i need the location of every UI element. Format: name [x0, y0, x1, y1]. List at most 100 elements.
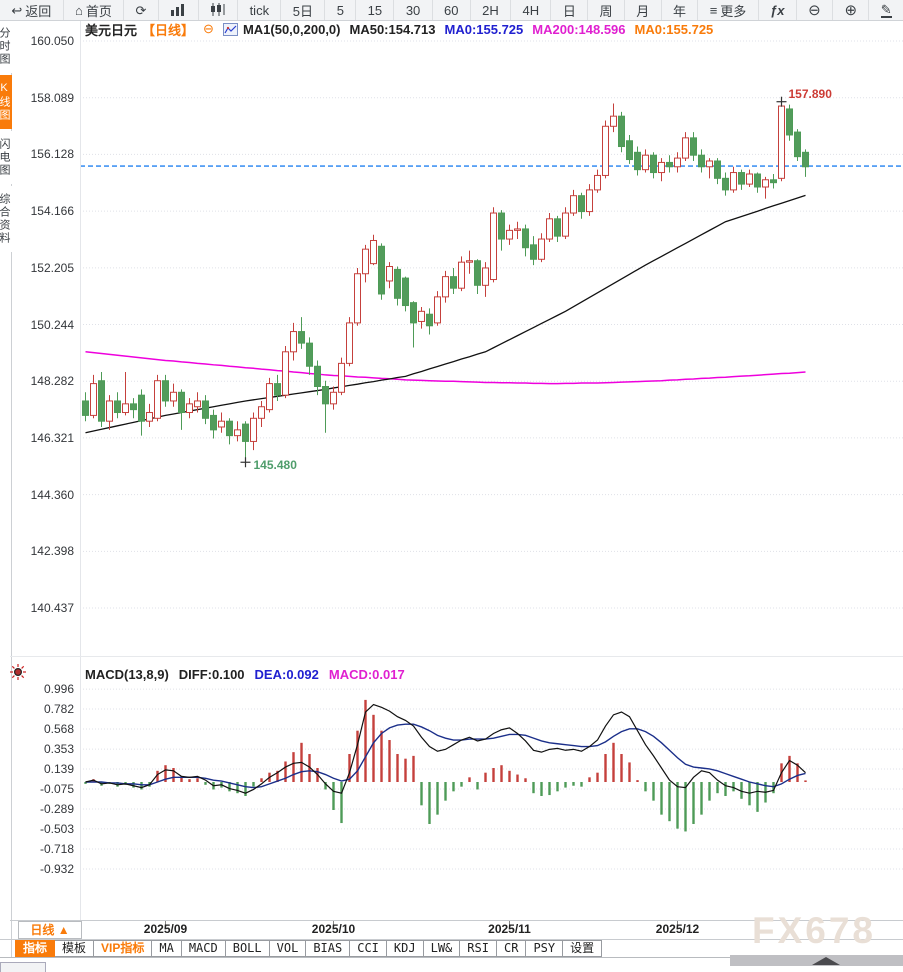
main-y-tick: 146.321	[30, 430, 74, 445]
sidebar-divider	[11, 20, 12, 958]
toolbar-item-label: 5	[336, 2, 344, 18]
period-week-button[interactable]: 周	[588, 0, 625, 20]
sun-icon[interactable]	[9, 663, 27, 681]
zoom-out-button[interactable]: ⊖	[797, 0, 834, 20]
pencil-icon: ✎	[880, 1, 892, 18]
period-4h-button[interactable]: 4H	[511, 0, 552, 20]
tab-settings[interactable]: 设置	[563, 940, 603, 957]
zoom-out-icon: ⊖	[808, 1, 821, 19]
tab-lw[interactable]: LW&	[423, 940, 461, 957]
toolbar-item-label: 5日	[292, 3, 313, 19]
tab-rsi[interactable]: RSI	[460, 940, 497, 957]
period-tick-button[interactable]: tick	[238, 0, 282, 20]
macd-dea-value: DEA:0.092	[254, 667, 319, 682]
toolbar-item-label: 30	[405, 2, 421, 18]
main-y-tick: 140.437	[30, 601, 74, 616]
tab-timeshare[interactable]: 分时图	[0, 20, 12, 73]
macd-y-tick: -0.503	[39, 821, 74, 836]
tab-boll[interactable]: BOLL	[225, 940, 270, 957]
macd-title: MACD(13,8,9)	[85, 667, 169, 682]
macd-y-tick: -0.718	[39, 841, 74, 856]
macd-y-tick: 0.782	[43, 702, 74, 717]
period-15m-button[interactable]: 15	[356, 0, 395, 20]
home-button[interactable]: ⌂ 首页	[64, 0, 125, 20]
period-selector[interactable]: 日线 ▲	[18, 921, 82, 939]
zoom-in-button[interactable]: ⊕	[833, 0, 870, 20]
indicator-tab-bar: 指标 模板 VIP指标 MA MACD BOLL VOL BIAS CCI KDJ LW& RSI CR…	[15, 940, 603, 957]
back-button[interactable]: ↩ 返回	[0, 0, 64, 20]
tab-indicator[interactable]: 指标	[15, 940, 56, 957]
macd-macd-value: MACD:0.017	[328, 667, 405, 682]
tab-psy[interactable]: PSY	[526, 940, 564, 957]
ma0-orange-value: MA0:155.725	[634, 21, 714, 37]
main-y-tick: 150.244	[30, 317, 74, 332]
horizontal-scrollbar[interactable]	[730, 955, 903, 966]
main-y-tick: 158.089	[30, 90, 74, 105]
tab-vip[interactable]: VIP指标	[94, 940, 153, 957]
scrollbar-handle-icon[interactable]	[812, 957, 840, 965]
period-5m-button[interactable]: 5	[325, 0, 357, 20]
period-5d-button[interactable]: 5日	[281, 0, 326, 20]
macd-header: MACD(13,8,9) DIFF:0.100 DEA:0.092 MACD:0…	[85, 667, 405, 682]
main-y-tick: 148.282	[30, 374, 74, 389]
formula-button[interactable]: ƒx	[759, 0, 797, 20]
tab-cci[interactable]: CCI	[350, 940, 387, 957]
macd-y-tick: 0.353	[43, 742, 74, 757]
toolbar-item-label: 日	[562, 3, 576, 19]
bar-chart-button[interactable]	[159, 0, 199, 20]
main-y-tick: 142.398	[30, 544, 74, 559]
home-icon: ⌂	[74, 2, 83, 18]
x-axis-month-label: 2025/10	[311, 922, 356, 936]
tab-kline[interactable]: K线图	[0, 75, 12, 129]
main-y-tick: 144.360	[30, 487, 74, 502]
watermark-logo: FX678	[752, 910, 877, 951]
ma-indicator-icon[interactable]	[222, 22, 238, 36]
tab-vol[interactable]: VOL	[269, 940, 307, 957]
x-axis-month-label: 2025/11	[488, 922, 531, 936]
indicator-row-border-bottom	[0, 957, 903, 958]
tab-cr[interactable]: CR	[496, 940, 527, 957]
period-60m-button[interactable]: 60	[433, 0, 471, 20]
partial-bottom-tab	[0, 962, 46, 972]
x-axis-month-label: 2025/09	[143, 922, 188, 936]
macd-y-tick: 0.996	[43, 682, 74, 697]
toolbar-item-label: 月	[636, 3, 650, 19]
tab-info[interactable]: 综合资料	[0, 186, 12, 252]
period-tag: 【日线】	[142, 22, 195, 38]
candlestick-button[interactable]	[199, 0, 239, 20]
panel-separator	[10, 656, 903, 657]
period-year-button[interactable]: 年	[662, 0, 699, 20]
tab-lightning[interactable]: 闪电图	[0, 131, 12, 184]
macd-y-tick: -0.075	[39, 781, 74, 796]
tab-kdj[interactable]: KDJ	[386, 940, 424, 957]
x-axis-month-label: 2025/12	[655, 922, 700, 936]
period-2h-button[interactable]: 2H	[471, 0, 512, 20]
toolbar-item-label: 返回	[25, 3, 52, 19]
main-y-tick: 152.205	[30, 260, 74, 275]
tab-ma[interactable]: MA	[152, 940, 182, 957]
tab-bias[interactable]: BIAS	[306, 940, 351, 957]
ma-settings-label: MA1(50,0,200,0)	[242, 21, 341, 37]
low-price-label: 145.480	[253, 458, 297, 473]
period-30m-button[interactable]: 30	[394, 0, 433, 20]
xaxis-top-border	[10, 920, 903, 921]
bar-chart-icon	[170, 3, 186, 18]
draw-button[interactable]: ✎	[869, 0, 903, 20]
period-month-button[interactable]: 月	[625, 0, 662, 20]
macd-y-tick: 0.139	[43, 762, 74, 777]
collapse-icon[interactable]: ⊖	[203, 21, 214, 36]
tab-macd[interactable]: MACD	[181, 940, 226, 957]
more-button[interactable]: ≡ 更多	[698, 0, 759, 20]
fx-icon: ƒx	[770, 2, 785, 18]
symbol-name: 美元日元	[85, 22, 138, 38]
refresh-button[interactable]: ⟳	[124, 0, 159, 20]
period-day-button[interactable]: 日	[551, 0, 589, 20]
chart-header: 美元日元 【日线】 ⊖ MA1(50,0,200,0) MA50:154.713…	[85, 21, 714, 38]
top-toolbar: ↩ 返回 ⌂ 首页 ⟳ tick 5日 5 15 30 60 2H 4H 日周月年 ≡ 更多 ƒx ⊖ ⊕ ✎	[0, 0, 903, 21]
tab-template[interactable]: 模板	[55, 940, 95, 957]
toolbar-item-label: tick	[249, 2, 270, 18]
zoom-in-icon: ⊕	[844, 1, 858, 19]
sidebar-tabs: 分时图 K线图闪电图综合资料	[0, 20, 12, 254]
ma200-value: MA200:148.596	[532, 21, 626, 37]
candlestick-icon	[210, 2, 226, 18]
